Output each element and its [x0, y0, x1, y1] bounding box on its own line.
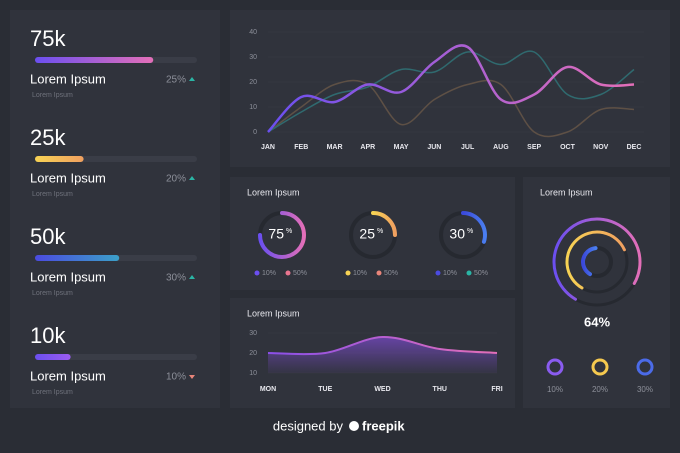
kpi-label: Lorem Ipsum	[30, 368, 106, 383]
y-tick-label: 30	[249, 330, 257, 337]
ring-arc	[581, 246, 598, 277]
footer-brand: freepik	[362, 418, 405, 433]
trend-arrow	[189, 375, 195, 379]
x-tick-label: THU	[433, 386, 447, 393]
kpi-value: 10k	[30, 323, 66, 348]
legend-ring	[591, 358, 609, 376]
legend-ring	[636, 358, 654, 376]
line-series	[267, 44, 635, 133]
donut-value: 75	[268, 226, 284, 242]
line-series	[267, 50, 635, 133]
x-tick-label: DEC	[627, 144, 642, 151]
x-tick-label: JUN	[427, 144, 441, 151]
x-tick-label: NOV	[593, 144, 609, 151]
donut-arc	[371, 211, 397, 237]
y-tick-label: 20	[249, 350, 257, 357]
kpi-change: 20%	[166, 174, 186, 185]
y-tick-label: 30	[249, 54, 257, 61]
kpi-track	[35, 354, 197, 360]
legend-label: 20%	[592, 385, 608, 394]
area-line	[267, 335, 498, 356]
legend-label: 30%	[637, 385, 653, 394]
legend-label: 50%	[474, 270, 488, 277]
legend-label: 10%	[353, 270, 367, 277]
kpi-change: 25%	[166, 75, 186, 86]
legend-dot	[435, 270, 441, 276]
donut-unit: %	[467, 228, 473, 235]
trend-arrow	[189, 275, 195, 279]
x-tick-label: AUG	[493, 144, 509, 151]
kpi-bar	[35, 255, 120, 261]
footer-prefix: designed by	[273, 418, 344, 433]
x-tick-label: MON	[260, 386, 276, 393]
kpi-label: Lorem Ipsum	[30, 71, 106, 86]
y-tick-label: 20	[249, 79, 257, 86]
trend-arrow	[189, 77, 195, 81]
x-tick-label: APR	[360, 144, 375, 151]
donut-arc	[258, 211, 306, 259]
x-tick-label: OCT	[560, 144, 576, 151]
kpi-label: Lorem Ipsum	[30, 269, 106, 284]
x-tick-label: JAN	[261, 144, 275, 151]
area-title: Lorem Ipsum	[247, 308, 300, 318]
legend-dot	[466, 270, 472, 276]
y-tick-label: 0	[253, 129, 257, 136]
y-tick-label: 10	[249, 104, 257, 111]
legend-label: 10%	[262, 270, 276, 277]
kpi-sublabel: Lorem Ipsum	[32, 290, 73, 297]
kpi-label: Lorem Ipsum	[30, 170, 106, 185]
x-tick-label: WED	[374, 386, 390, 393]
area-fill	[268, 336, 497, 373]
donut-arc	[461, 211, 487, 244]
line-series	[267, 79, 635, 138]
kpi-bar	[35, 354, 71, 360]
legend-dot	[345, 270, 351, 276]
donut-value: 30	[449, 226, 465, 242]
brand-icon	[349, 421, 359, 431]
kpi-sublabel: Lorem Ipsum	[32, 92, 73, 99]
kpi-bar	[35, 156, 84, 162]
ring-arc	[552, 217, 642, 301]
legend-label: 50%	[384, 270, 398, 277]
kpi-sublabel: Lorem Ipsum	[32, 389, 73, 396]
legend-dot	[285, 270, 291, 276]
y-tick-label: 10	[249, 370, 257, 377]
rings-title: Lorem Ipsum	[540, 187, 593, 197]
x-tick-label: MAR	[327, 144, 343, 151]
donut-unit: %	[377, 228, 383, 235]
kpi-change: 30%	[166, 273, 186, 284]
x-tick-label: SEP	[527, 144, 541, 151]
x-tick-label: TUE	[318, 386, 332, 393]
y-tick-label: 40	[249, 29, 257, 36]
kpi-sublabel: Lorem Ipsum	[32, 191, 73, 198]
legend-label: 50%	[293, 270, 307, 277]
donut-value: 25	[359, 226, 375, 242]
donut-unit: %	[286, 228, 292, 235]
kpi-bar	[35, 57, 154, 63]
trend-arrow	[189, 176, 195, 180]
legend-label: 10%	[443, 270, 457, 277]
kpi-panel	[10, 10, 220, 408]
x-tick-label: FRI	[491, 386, 502, 393]
kpi-change: 10%	[166, 372, 186, 383]
x-tick-label: JUL	[461, 144, 475, 151]
legend-label: 10%	[547, 385, 563, 394]
ring-arc	[565, 230, 626, 290]
line-chart-panel	[230, 10, 670, 167]
legend-ring	[546, 358, 564, 376]
legend-dot	[254, 270, 260, 276]
legend-dot	[376, 270, 382, 276]
donut-title: Lorem Ipsum	[247, 187, 300, 197]
rings-value: 64%	[584, 314, 610, 329]
x-tick-label: MAY	[394, 144, 409, 151]
kpi-value: 25k	[30, 125, 66, 150]
x-tick-label: FEB	[294, 144, 308, 151]
kpi-value: 50k	[30, 224, 66, 249]
kpi-value: 75k	[30, 26, 66, 51]
